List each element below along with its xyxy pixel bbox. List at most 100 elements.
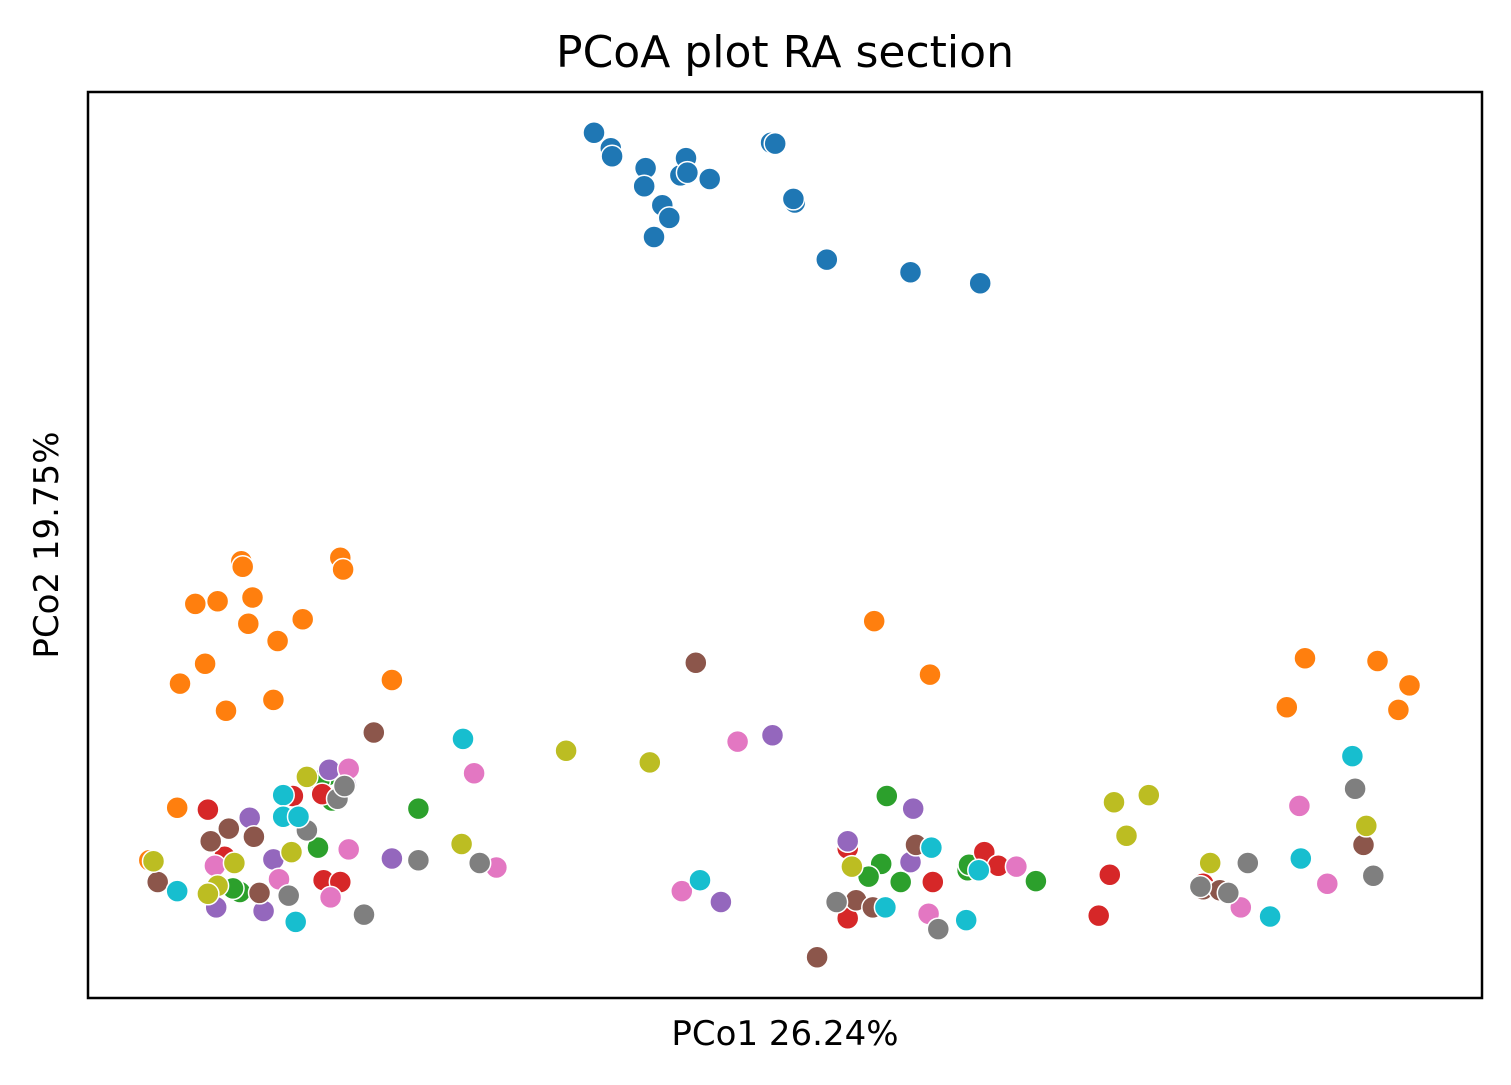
scatter-point-group7-9: [1188, 874, 1213, 899]
scatter-point-group7-2: [332, 774, 357, 798]
scatter-point-group6-10: [1004, 854, 1029, 879]
scatter-point-group7-13: [1361, 863, 1386, 888]
scatter-point-group5-0: [362, 720, 386, 745]
scatter-point-group1-10: [193, 651, 217, 676]
scatter-point-group2-13: [1024, 869, 1048, 893]
scatter-point-group8-7: [554, 738, 578, 763]
scatter-point-group1-6: [240, 585, 265, 610]
scatter-point-group1-14: [380, 668, 404, 692]
scatter-point-group9-4: [165, 879, 189, 903]
scatter-point-group8-8: [638, 750, 662, 775]
scatter-point-group0-13: [781, 187, 806, 211]
scatter-point-group7-10: [1216, 881, 1241, 905]
scatter-point-group0-0: [582, 121, 606, 145]
scatter-point-group4-7: [760, 723, 785, 748]
scatter-point-group1-4: [183, 592, 208, 616]
scatter-point-group6-13: [1315, 872, 1340, 896]
scatter-point-group7-12: [1343, 776, 1367, 801]
scatter-point-group0-16: [815, 247, 839, 272]
scatter-point-group7-5: [406, 848, 431, 873]
scatter-point-group0-15: [657, 206, 682, 230]
scatter-point-group5-3: [242, 824, 266, 849]
scatter-point-group6-8: [670, 879, 694, 903]
chart-title: PCoA plot RA section: [556, 27, 1014, 78]
scatter-point-group1-1: [230, 554, 255, 579]
scatter-point-group2-4: [306, 835, 330, 860]
scatter-point-group4-6: [380, 846, 404, 871]
scatter-point-group5-4: [145, 870, 170, 894]
scatter-point-group1-9: [265, 629, 290, 653]
scatter-point-group0-9: [697, 167, 722, 191]
scatter-point-group4-9: [901, 796, 925, 821]
scatter-point-group4-0: [237, 805, 262, 830]
scatter-point-group0-8: [675, 160, 700, 185]
scatter-point-group1-12: [214, 699, 238, 723]
scatter-point-group7-6: [467, 851, 492, 875]
scatter-point-group9-9: [967, 858, 991, 883]
scatter-point-group0-2: [600, 144, 624, 169]
scatter-point-group3-11: [1098, 863, 1122, 887]
scatter-point-group5-2: [217, 816, 241, 841]
scatter-point-group6-11: [1287, 794, 1312, 818]
scatter-point-group1-19: [1397, 673, 1422, 698]
scatter-point-group0-17: [898, 260, 923, 285]
scatter-point-group1-16: [918, 662, 942, 687]
scatter-point-group0-11: [763, 131, 787, 156]
scatter-point-group7-3: [276, 883, 301, 908]
plot-frame: [86, 90, 1484, 1000]
scatter-point-group9-5: [283, 910, 308, 934]
scatter-point-group8-0: [295, 765, 319, 789]
scatter-point-group5-5: [247, 881, 272, 905]
scatter-point-group2-3: [406, 796, 431, 821]
scatter-point-group8-1: [141, 849, 166, 873]
scatter-point-group8-3: [279, 840, 304, 864]
scatter-point-group8-13: [1198, 851, 1222, 875]
scatter-point-group9-7: [873, 895, 898, 920]
scatter-point-group8-10: [1102, 790, 1126, 815]
points-layer: [137, 121, 1422, 969]
scatter-point-group7-4: [352, 902, 376, 927]
scatter-point-group1-18: [1365, 649, 1390, 673]
scatter-point-group9-11: [1258, 904, 1282, 929]
scatter-point-group1-20: [1275, 695, 1299, 719]
scatter-point-group1-17: [1293, 646, 1317, 671]
scatter-point-group3-7: [921, 870, 945, 894]
scatter-point-group8-12: [1114, 824, 1139, 848]
x-axis-label: PCo1 26.24%: [671, 1014, 898, 1054]
scatter-point-group8-9: [840, 854, 864, 879]
scatter-point-group2-10: [888, 870, 913, 894]
scatter-point-group8-11: [1137, 783, 1161, 807]
scatter-point-group8-14: [1354, 814, 1379, 838]
scatter-point-group7-7: [824, 890, 849, 914]
scatter-point-group6-3: [203, 853, 227, 878]
scatter-point-group9-10: [954, 908, 978, 932]
scatter-point-group6-5: [318, 885, 343, 910]
scatter-point-group1-8: [290, 607, 315, 632]
scatter-point-group3-0: [196, 797, 220, 822]
scatter-point-group4-8: [835, 829, 860, 854]
scatter-point-group1-13: [261, 688, 286, 712]
scatter-point-group9-13: [1340, 744, 1365, 768]
scatter-point-group8-6: [449, 832, 474, 856]
scatter-point-group1-5: [205, 589, 230, 613]
scatter-point-group0-14: [642, 225, 666, 249]
scatter-point-group6-7: [725, 729, 750, 754]
scatter-point-group7-8: [926, 917, 951, 941]
scatter-point-group1-21: [1386, 698, 1411, 722]
scatter-point-group4-11: [709, 890, 733, 914]
scatter-point-group9-0: [451, 727, 475, 751]
scatter-point-group1-7: [236, 612, 261, 636]
scatter-point-group8-2: [222, 851, 247, 875]
scatter-point-group9-6: [688, 868, 712, 892]
scatter-point-group9-8: [919, 835, 944, 860]
scatter-point-group3-12: [1086, 903, 1111, 928]
scatter-point-group9-12: [1289, 846, 1313, 871]
scatter-point-group2-7: [875, 784, 899, 808]
scatter-point-group1-3: [331, 557, 355, 582]
scatter-point-group6-1: [462, 761, 486, 786]
scatter-point-group1-15: [862, 609, 886, 633]
scatter-point-group6-2: [336, 837, 361, 862]
scatter-point-group5-6: [684, 651, 708, 675]
scatter-point-group7-11: [1236, 851, 1260, 875]
